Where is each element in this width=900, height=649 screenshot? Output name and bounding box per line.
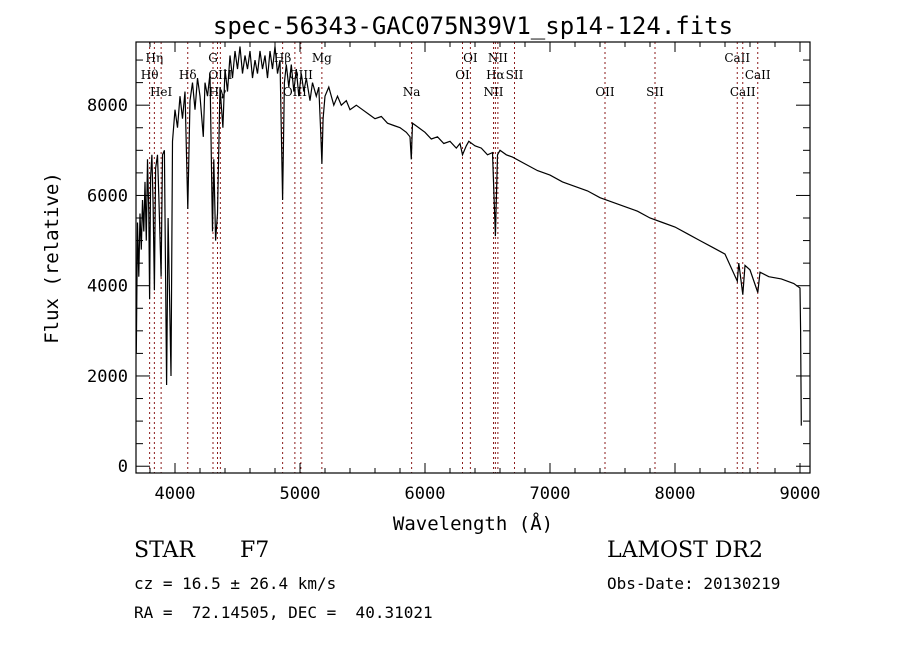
marker-label: SII bbox=[506, 68, 524, 82]
plot-frame bbox=[135, 41, 811, 474]
y-tick-label: 0 bbox=[118, 457, 128, 477]
marker-label: OII bbox=[595, 85, 615, 99]
marker-label: OI bbox=[455, 68, 470, 82]
marker-label: Hη bbox=[146, 51, 164, 65]
marker-label: G bbox=[208, 51, 218, 65]
marker-label: NII bbox=[484, 85, 504, 99]
x-tick-label: 4000 bbox=[155, 484, 196, 504]
marker-label: Hα bbox=[486, 68, 505, 82]
chart-title: spec-56343-GAC075N39V1_sp14-124.fits bbox=[213, 12, 733, 40]
marker-label: Hβ bbox=[274, 51, 291, 65]
y-axis-label: Flux (relative) bbox=[41, 172, 63, 344]
marker-label: Hγ bbox=[209, 85, 227, 99]
coordinates: RA = 72.14505, DEC = 40.31021 bbox=[134, 603, 433, 622]
x-tick-label: 8000 bbox=[655, 484, 696, 504]
marker-label: NII bbox=[488, 51, 508, 65]
marker-label: CaII bbox=[730, 85, 756, 99]
marker-label: Mg bbox=[312, 51, 332, 65]
redshift: cz = 16.5 ± 26.4 km/s bbox=[134, 574, 337, 593]
marker-label: HeI bbox=[150, 85, 173, 99]
marker-label: Na bbox=[403, 85, 421, 99]
survey-name: LAMOST DR2 bbox=[607, 538, 763, 563]
spectrum-line bbox=[135, 46, 802, 426]
y-tick-label: 2000 bbox=[87, 367, 128, 387]
marker-label: OIII bbox=[283, 85, 307, 99]
x-tick-label: 7000 bbox=[530, 484, 571, 504]
marker-label: Hθ bbox=[141, 68, 159, 82]
x-tick-label: 6000 bbox=[405, 484, 446, 504]
marker-label: OI bbox=[463, 51, 478, 65]
marker-label: CaII bbox=[724, 51, 750, 65]
marker-label: Hδ bbox=[179, 68, 197, 82]
y-tick-label: 6000 bbox=[87, 186, 128, 206]
y-tick-label: 4000 bbox=[87, 277, 128, 297]
obs-date: Obs-Date: 20130219 bbox=[607, 574, 781, 593]
object-subclass: F7 bbox=[240, 538, 270, 563]
marker-label: SII bbox=[646, 85, 664, 99]
x-tick-label: 5000 bbox=[280, 484, 321, 504]
axis-ticks: 4000 5000 6000 7000 8000 9000 0 2000 4000 6000 800… bbox=[87, 42, 820, 504]
object-class: STAR bbox=[134, 538, 195, 563]
x-axis-label: Wavelength (Å) bbox=[393, 512, 553, 535]
marker-label: CaII bbox=[745, 68, 771, 82]
y-tick-label: 8000 bbox=[87, 96, 128, 116]
x-tick-label: 9000 bbox=[780, 484, 821, 504]
